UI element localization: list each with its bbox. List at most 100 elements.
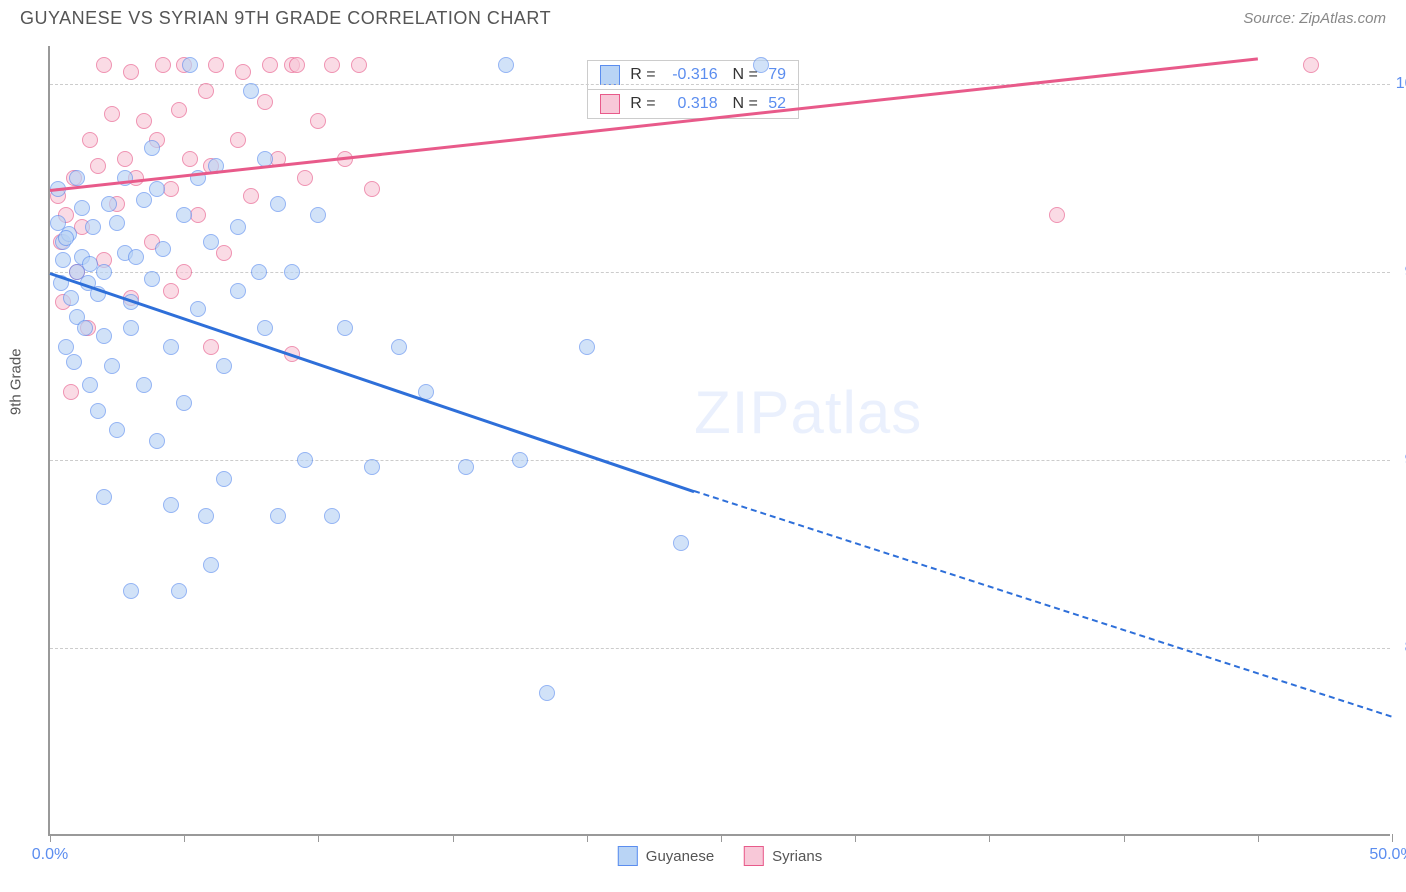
syrians-point xyxy=(243,188,259,204)
syrians-point xyxy=(1303,57,1319,73)
x-tick xyxy=(1258,834,1259,842)
guyanese-point xyxy=(69,170,85,186)
guyanese-r-value: -0.316 xyxy=(662,66,718,84)
guyanese-point xyxy=(579,339,595,355)
guyanese-point xyxy=(216,358,232,374)
guyanese-point xyxy=(673,535,689,551)
guyanese-point xyxy=(230,283,246,299)
y-axis-title: 9th Grade xyxy=(8,348,25,415)
syrians-point xyxy=(96,57,112,73)
series-legend: Guyanese Syrians xyxy=(618,846,822,866)
syrians-point xyxy=(289,57,305,73)
syrians-point xyxy=(117,151,133,167)
guyanese-point xyxy=(216,471,232,487)
guyanese-point xyxy=(458,459,474,475)
source-prefix: Source: xyxy=(1243,10,1299,27)
r-label: R = xyxy=(626,95,656,113)
syrians-point xyxy=(230,132,246,148)
guyanese-point xyxy=(198,508,214,524)
guyanese-point xyxy=(96,328,112,344)
guyanese-point xyxy=(176,395,192,411)
syrians-point xyxy=(136,113,152,129)
guyanese-point xyxy=(270,196,286,212)
gridline-h xyxy=(50,648,1390,649)
x-tick xyxy=(989,834,990,842)
x-tick-label: 50.0% xyxy=(1369,846,1406,864)
syrians-point xyxy=(163,283,179,299)
syrians-point xyxy=(1049,207,1065,223)
guyanese-point xyxy=(203,234,219,250)
syrians-point xyxy=(155,57,171,73)
guyanese-point xyxy=(144,271,160,287)
syrians-point xyxy=(104,106,120,122)
syrians-point xyxy=(351,57,367,73)
guyanese-point xyxy=(63,290,79,306)
legend-item-guyanese: Guyanese xyxy=(618,846,714,866)
n-label: N = xyxy=(724,66,758,84)
guyanese-point xyxy=(104,358,120,374)
legend-item-syrians: Syrians xyxy=(744,846,822,866)
syrians-swatch xyxy=(600,94,620,114)
guyanese-point xyxy=(498,57,514,73)
guyanese-point xyxy=(109,422,125,438)
guyanese-legend-swatch xyxy=(618,846,638,866)
guyanese-point xyxy=(96,264,112,280)
guyanese-point xyxy=(182,57,198,73)
syrians-point xyxy=(235,64,251,80)
x-tick xyxy=(184,834,185,842)
guyanese-point xyxy=(123,583,139,599)
guyanese-point xyxy=(82,377,98,393)
guyanese-point xyxy=(391,339,407,355)
source-link[interactable]: ZipAtlas.com xyxy=(1299,10,1386,27)
syrians-point xyxy=(182,151,198,167)
y-tick-label: 100.0% xyxy=(1396,75,1406,93)
syrians-point xyxy=(324,57,340,73)
guyanese-point xyxy=(753,57,769,73)
guyanese-point xyxy=(284,264,300,280)
guyanese-point xyxy=(123,320,139,336)
guyanese-point xyxy=(149,433,165,449)
chart-title: GUYANESE VS SYRIAN 9TH GRADE CORRELATION… xyxy=(20,8,551,29)
guyanese-point xyxy=(144,140,160,156)
syrians-point xyxy=(176,264,192,280)
guyanese-trendline-dashed xyxy=(694,490,1392,718)
x-tick xyxy=(1392,834,1393,842)
syrians-point xyxy=(171,102,187,118)
guyanese-point xyxy=(55,252,71,268)
syrians-point xyxy=(123,64,139,80)
guyanese-point xyxy=(96,489,112,505)
guyanese-point xyxy=(155,241,171,257)
syrians-point xyxy=(297,170,313,186)
guyanese-point xyxy=(163,497,179,513)
guyanese-point xyxy=(136,377,152,393)
gridline-h xyxy=(50,460,1390,461)
x-tick xyxy=(453,834,454,842)
guyanese-point xyxy=(176,207,192,223)
n-label: N = xyxy=(724,95,758,113)
guyanese-point xyxy=(230,219,246,235)
guyanese-point xyxy=(149,181,165,197)
guyanese-point xyxy=(85,219,101,235)
chart-header: GUYANESE VS SYRIAN 9TH GRADE CORRELATION… xyxy=(0,0,1406,33)
scatter-chart: 9th Grade ZIPatlas R =-0.316 N = 79 R =0… xyxy=(48,46,1390,836)
syrians-legend-swatch xyxy=(744,846,764,866)
guyanese-point xyxy=(310,207,326,223)
guyanese-point xyxy=(66,354,82,370)
syrians-legend-label: Syrians xyxy=(772,848,822,865)
guyanese-point xyxy=(257,320,273,336)
x-tick xyxy=(50,834,51,842)
syrians-point xyxy=(203,339,219,355)
guyanese-point xyxy=(324,508,340,524)
guyanese-point xyxy=(163,339,179,355)
guyanese-point xyxy=(190,301,206,317)
watermark: ZIPatlas xyxy=(694,378,922,447)
r-label: R = xyxy=(626,66,656,84)
guyanese-point xyxy=(364,459,380,475)
guyanese-point xyxy=(270,508,286,524)
syrians-r-value: 0.318 xyxy=(662,95,718,113)
guyanese-swatch xyxy=(600,65,620,85)
guyanese-point xyxy=(539,685,555,701)
syrians-point xyxy=(82,132,98,148)
watermark-bold: ZIP xyxy=(694,379,790,446)
guyanese-point xyxy=(109,215,125,231)
